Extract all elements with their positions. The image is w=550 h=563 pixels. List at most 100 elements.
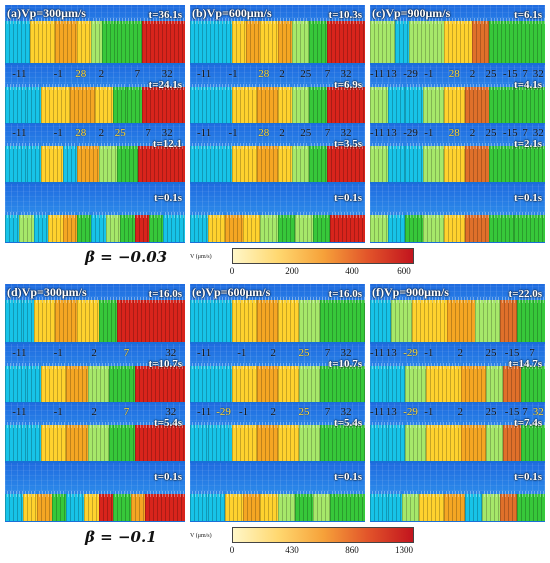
dendrite-tips	[401, 491, 419, 498]
grain-cyan	[190, 83, 232, 123]
dendrite-tips	[76, 18, 92, 25]
grain-strip	[370, 83, 545, 123]
grain-orientation-label: 2	[457, 406, 464, 418]
grain-red	[134, 422, 185, 461]
dendrite-tips	[464, 491, 482, 498]
grain-yellow	[76, 297, 99, 342]
grain-orientation-label: -11	[12, 67, 27, 80]
grain-orange	[256, 297, 278, 342]
grain-green	[520, 422, 545, 461]
dendrite-tips	[94, 83, 113, 90]
grain-orientation-label: 32	[340, 127, 352, 139]
grain-orientation-label: 13	[385, 67, 397, 80]
grain-red	[138, 143, 185, 182]
dendrite-tips	[489, 143, 514, 150]
dendrite-tips	[277, 491, 295, 498]
dendrite-tips	[370, 491, 388, 498]
dendrite-tips	[394, 18, 409, 25]
dendrite-tips	[489, 83, 514, 90]
grain-cyan	[5, 18, 22, 63]
grain-orientation-label: 13	[385, 406, 397, 418]
grain-orientation-label: 32	[161, 127, 173, 139]
dendrite-tips	[517, 297, 545, 304]
time-label: t=10.7s	[328, 357, 362, 370]
grain-strip	[370, 422, 545, 461]
grain-green	[513, 83, 545, 123]
grain-darkorange	[464, 83, 489, 123]
grain-yellow	[33, 297, 56, 342]
dendrite-tips	[485, 422, 503, 429]
grain-strip	[190, 422, 365, 461]
dendrite-tips	[87, 362, 110, 369]
dendrite-tips	[291, 83, 309, 90]
grain-orientation-label: 2	[270, 406, 277, 418]
dendrite-tips	[66, 422, 88, 429]
dendrite-tips	[207, 491, 225, 498]
grain-orientation-label: 7	[123, 346, 130, 359]
dendrite-tips	[405, 83, 423, 90]
dendrite-tips	[55, 297, 77, 304]
grain-orange	[242, 491, 260, 521]
dendrite-tips	[503, 422, 521, 429]
grain-lightgreen	[98, 143, 117, 182]
grain-orange	[37, 491, 52, 521]
grain-cyan	[190, 143, 232, 182]
grain-orientation-label: 7	[145, 127, 151, 139]
colorbar-title: V (μm/s)	[190, 533, 212, 539]
dendrite-tips	[319, 297, 365, 304]
grain-lightgreen	[482, 491, 500, 521]
dendrite-tips	[112, 83, 128, 90]
grain-orientation-label: -1	[228, 67, 238, 80]
dendrite-tips	[443, 491, 465, 498]
simulation-frame: t=16.0s (d)Vp=300μm/s	[5, 284, 185, 342]
simulation-frame: t=0.1s	[5, 183, 185, 242]
dendrite-tips	[55, 18, 77, 25]
dendrite-tips	[190, 18, 232, 25]
time-label: t=10.3s	[328, 9, 362, 21]
dendrite-tips	[309, 83, 327, 90]
simulation-frame: -11 -1 2 7 32 t=5.4s	[5, 403, 185, 461]
dendrite-tips	[207, 212, 225, 219]
dendrite-tips	[76, 297, 99, 304]
grain-orientation-label: -15	[504, 346, 520, 359]
grain-yellow	[94, 83, 113, 123]
grain-orientation-label: 25	[485, 127, 497, 139]
grain-green	[76, 212, 92, 242]
grain-cyan	[5, 143, 27, 182]
grain-yellow	[443, 18, 472, 63]
dendrite-tips	[190, 143, 232, 150]
grain-cyan	[370, 491, 388, 521]
grain-darkorange	[464, 143, 489, 182]
grain-strip	[5, 83, 185, 123]
grain-strip	[190, 362, 365, 402]
grain-orientation-label: 28	[258, 127, 270, 139]
dendrite-tips	[298, 297, 320, 304]
grain-yellow	[443, 143, 465, 182]
time-label: t=10.7s	[148, 357, 182, 370]
grain-lightgreen	[422, 212, 444, 242]
grain-cyan	[387, 212, 405, 242]
grain-green	[277, 212, 295, 242]
grain-strip	[190, 297, 365, 342]
grain-orange	[256, 362, 278, 402]
grain-lightgreen	[91, 18, 103, 63]
time-label: t=6.9s	[334, 78, 362, 91]
grain-yellow	[419, 491, 444, 521]
grain-strip	[5, 491, 185, 521]
grain-orientation-label: 32	[165, 406, 177, 418]
grain-orange	[62, 212, 77, 242]
grain-strip	[5, 297, 185, 342]
panel-title: (f)Vp=900μm/s	[372, 285, 449, 299]
grain-orange	[225, 212, 243, 242]
time-label: t=36.1s	[148, 9, 182, 21]
dendrite-tips	[5, 297, 23, 304]
dendrite-tips	[309, 143, 327, 150]
grain-cyan	[21, 18, 31, 63]
dendrite-tips	[5, 18, 22, 25]
dendrite-tips	[190, 297, 232, 304]
grain-orange	[256, 143, 278, 182]
grain-lightgreen	[291, 83, 309, 123]
grain-orientation-label: -15	[503, 67, 518, 80]
time-label: t=2.1s	[514, 138, 542, 150]
grain-orientation-label: 32	[340, 346, 352, 359]
